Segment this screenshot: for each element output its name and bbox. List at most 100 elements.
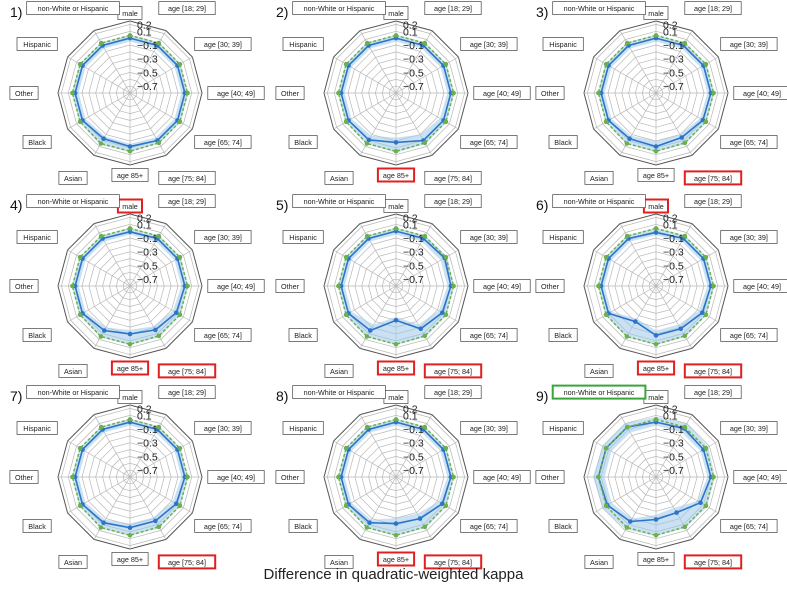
series-2-point: [98, 141, 104, 146]
category-label-male: male: [648, 9, 664, 18]
category-label-male: male: [388, 202, 404, 211]
spoke: [395, 440, 459, 478]
category-label-box: [292, 385, 386, 399]
category-label-black: Black: [28, 331, 46, 340]
radar-panel-8: 8) 0.20.1 −0.1 −0.3−0.5 −0.7 male age [18; 29]…: [275, 385, 531, 570]
series-2-point: [364, 334, 370, 339]
category-label-non-white-or-hispanic: non-White or Hispanic: [304, 388, 375, 397]
spoke: [395, 414, 433, 478]
spoke: [129, 92, 193, 130]
category-label-box: [684, 385, 742, 399]
radial-tick-label: 0.2: [137, 19, 152, 31]
spoke: [395, 249, 459, 287]
category-label-age-65-74: age [65; 74]: [730, 138, 768, 147]
category-label-box: [424, 1, 482, 15]
spoke: [129, 285, 193, 323]
category-label-male: male: [388, 9, 404, 18]
category-label-other: Other: [541, 473, 560, 482]
radial-tick-label: 0.2: [663, 19, 678, 31]
spoke: [129, 30, 167, 94]
series-2-point: [603, 254, 609, 260]
series-2-point: [422, 424, 428, 430]
series-1-point: [440, 501, 445, 507]
category-label-box: [535, 279, 565, 293]
series-2-point: [682, 333, 688, 339]
category-label-age-65-74: age [65; 74]: [730, 331, 768, 340]
category-label-box: [636, 360, 676, 376]
panel-label: 3): [536, 4, 548, 20]
category-label-other: Other: [15, 89, 34, 98]
series-2-point: [177, 254, 183, 260]
spoke: [333, 476, 397, 514]
category-label-non-white-or-hispanic: non-White or Hispanic: [304, 4, 375, 13]
category-label-box: [548, 519, 578, 533]
radar-panel-1: 1) 0.20.1 −0.1 −0.3−0.5 −0.7 male age [18; 29]…: [9, 1, 265, 185]
category-label-age-75-84: age [75; 84]: [694, 174, 732, 183]
category-label-asian: Asian: [64, 558, 82, 567]
series-2-point: [156, 424, 162, 430]
series-2-point: [703, 61, 709, 67]
category-label-male: male: [122, 393, 138, 402]
category-label-box: [637, 552, 675, 566]
series-2-point: [422, 524, 428, 530]
series-1-point: [127, 331, 133, 337]
category-label-age-65-74: age [65; 74]: [470, 522, 508, 531]
category-label-box: [194, 230, 252, 244]
series-2-point: [393, 33, 399, 38]
category-label-other: Other: [281, 473, 300, 482]
category-label-hispanic: Hispanic: [23, 40, 51, 49]
radial-tick-label: 0.1: [137, 26, 152, 38]
category-label-box: [423, 363, 483, 379]
radial-tick-label: −0.5: [403, 67, 424, 79]
category-label-box: [292, 194, 386, 208]
radial-tick-label: −0.1: [663, 424, 684, 436]
category-label-box: [683, 363, 743, 379]
series-1-point: [653, 144, 659, 149]
category-label-age-65-74: age [65; 74]: [204, 138, 242, 147]
series-1-point: [368, 328, 373, 333]
spoke: [655, 285, 719, 323]
series-2-point: [682, 424, 688, 430]
series-1-point: [417, 516, 423, 521]
category-label-box: [637, 168, 675, 182]
category-label-box: [22, 328, 52, 342]
series-2-point: [393, 417, 399, 422]
series-1-point: [418, 326, 424, 332]
series-2-point: [653, 342, 659, 347]
category-label-age-85: age 85+: [383, 171, 409, 180]
series-2-point: [603, 61, 609, 67]
series-2-point: [156, 233, 162, 239]
category-label-box: [207, 279, 265, 293]
spoke: [67, 249, 131, 287]
series-2-point: [703, 119, 709, 125]
series-2-point: [177, 119, 183, 125]
category-label-box: [110, 360, 150, 376]
category-label-age-30-39: age [30; 39]: [204, 40, 242, 49]
category-label-box: [324, 364, 354, 378]
radar-panel-2: 2) 0.20.1 −0.1 −0.3−0.5 −0.7 male age [18; 29]…: [275, 1, 531, 185]
radial-tick-label: −0.3: [663, 247, 684, 259]
category-label-box: [542, 421, 584, 435]
series-2-point: [393, 342, 399, 347]
radial-tick-label: 0.2: [663, 403, 678, 415]
series-1-point: [628, 519, 633, 524]
series-2-point: [596, 283, 601, 289]
radial-tick-label: −0.5: [663, 260, 684, 272]
radial-tick-label: 0.1: [403, 26, 418, 38]
category-label-box: [275, 279, 305, 293]
category-label-box: [58, 171, 88, 185]
series-1-point: [127, 144, 133, 149]
category-label-box: [552, 194, 646, 208]
series-2-point: [364, 424, 370, 430]
category-label-box: [22, 519, 52, 533]
spoke: [129, 223, 167, 287]
category-label-age-75-84: age [75; 84]: [168, 174, 206, 183]
category-label-box: [460, 519, 518, 533]
category-label-box: [9, 86, 39, 100]
radial-tick-label: −0.7: [663, 274, 684, 286]
category-label-box: [683, 170, 743, 186]
category-label-age-85: age 85+: [643, 555, 669, 564]
category-label-box: [16, 37, 58, 51]
radial-tick-label: −0.1: [403, 424, 424, 436]
